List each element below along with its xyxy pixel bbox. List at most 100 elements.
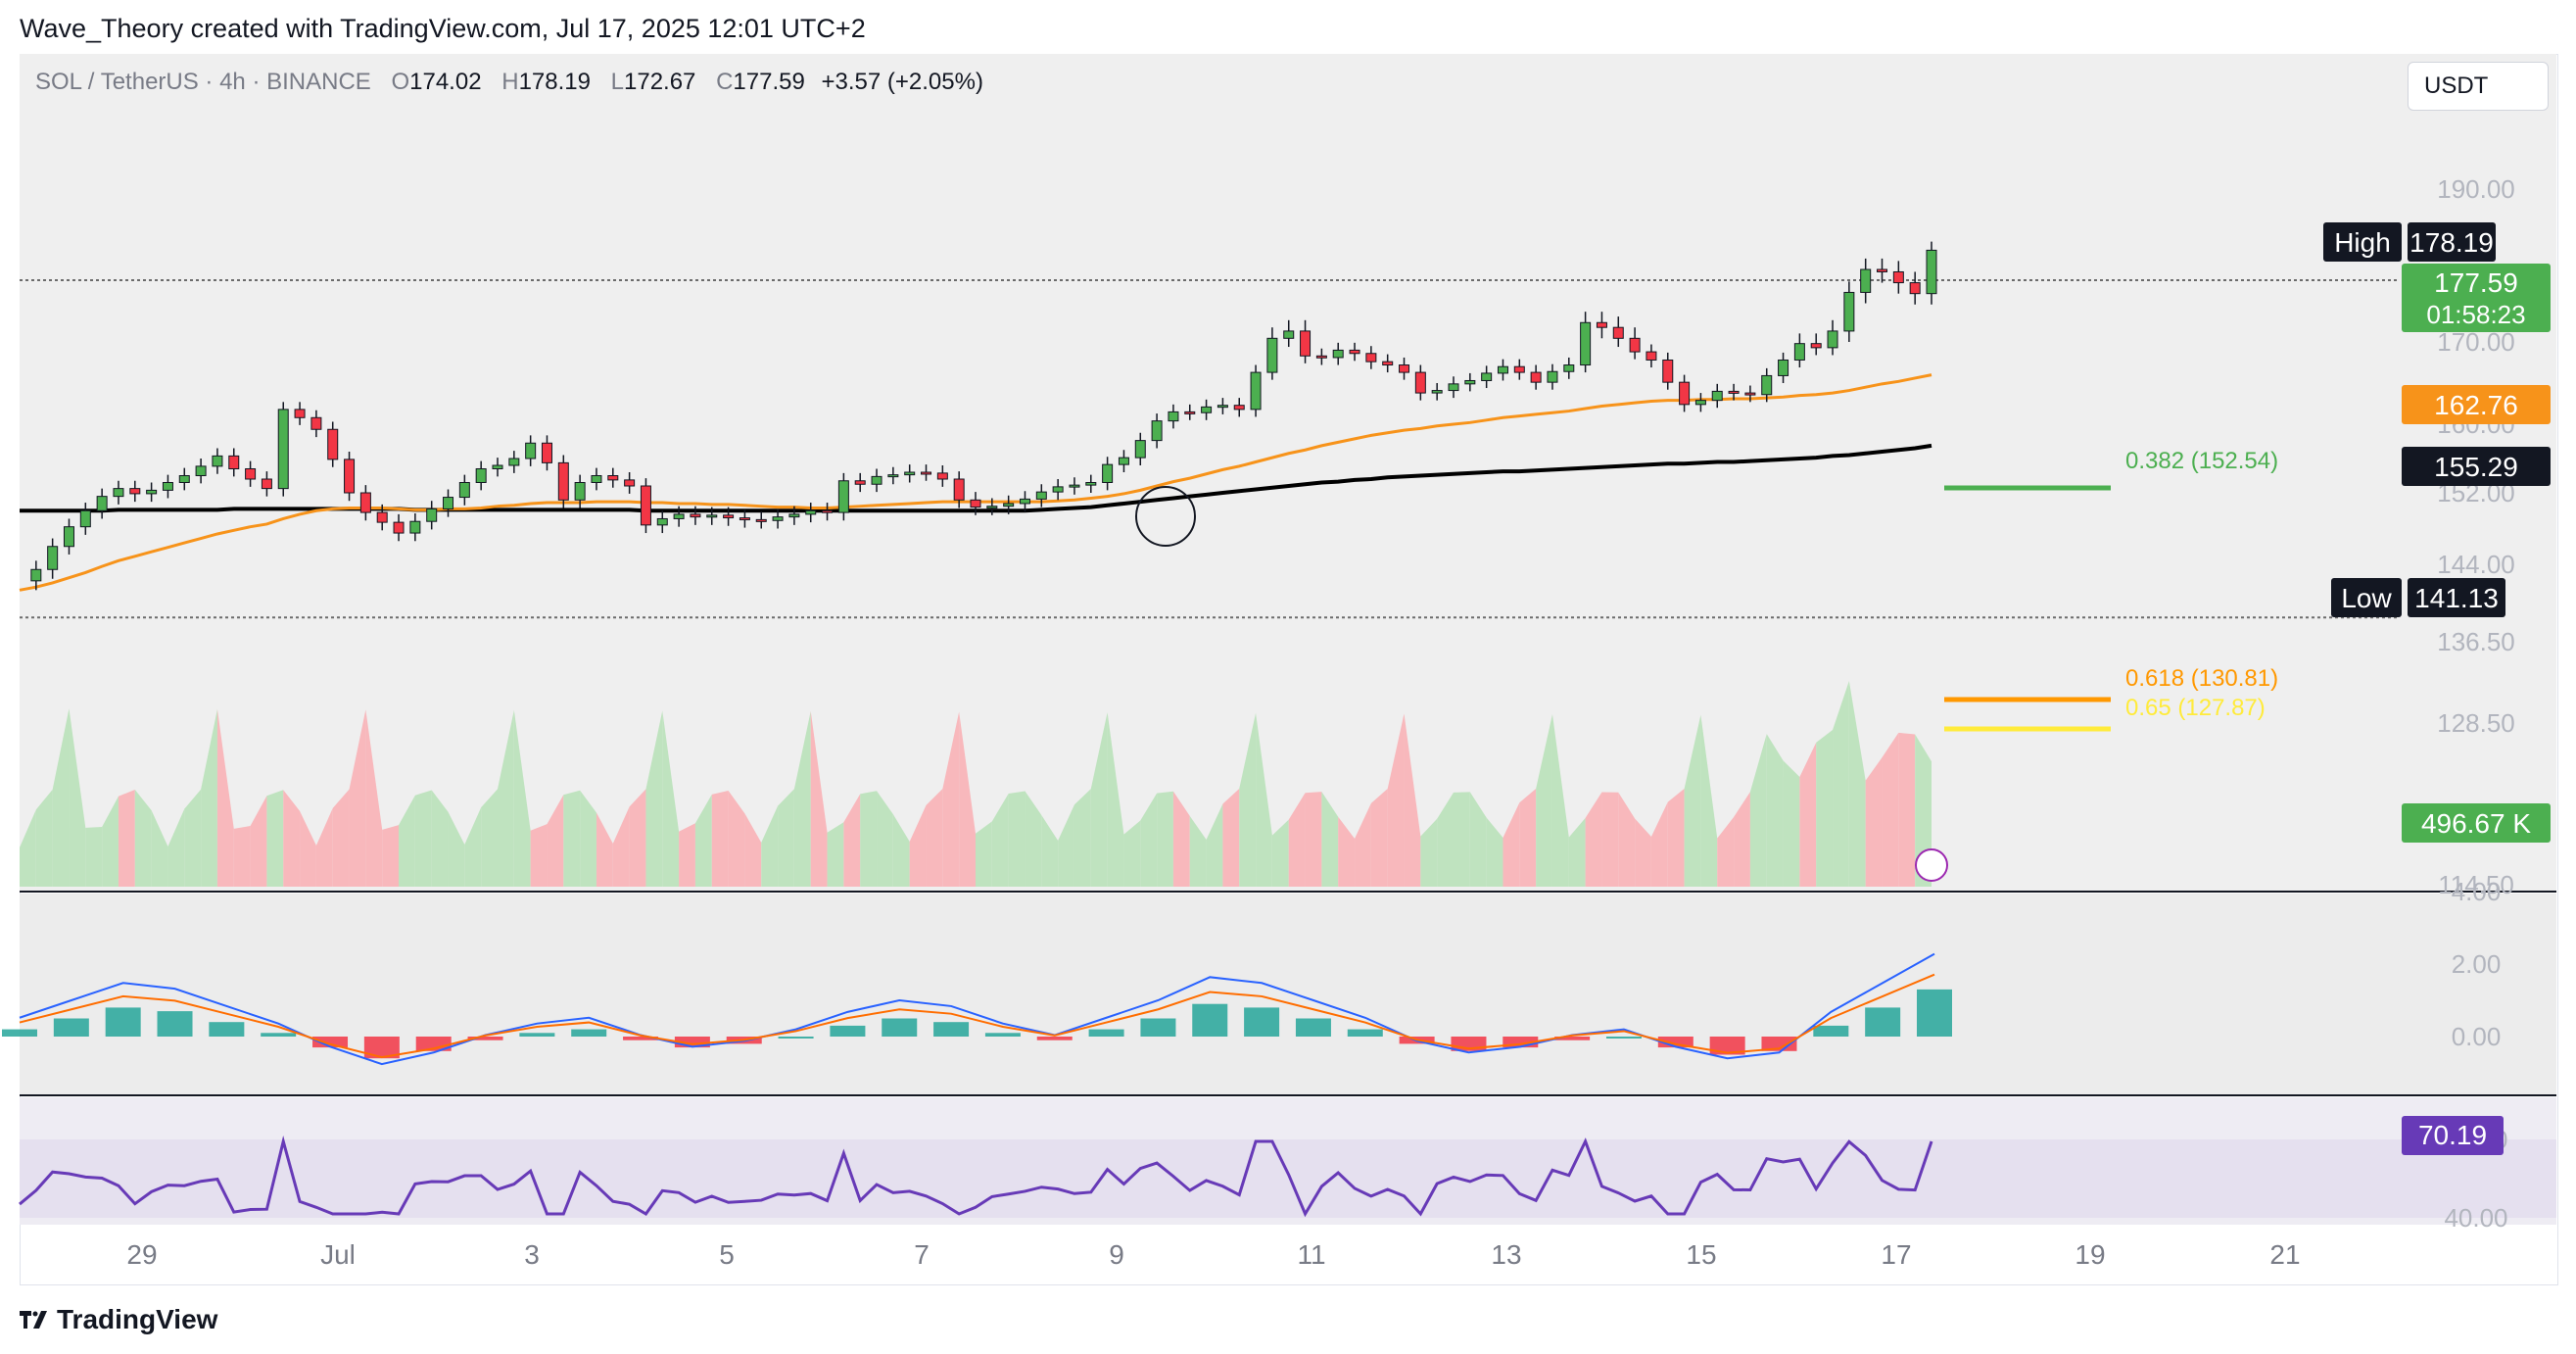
candle-body[interactable] — [541, 442, 552, 463]
candle-body[interactable] — [887, 474, 899, 478]
candle-body[interactable] — [1827, 330, 1838, 349]
footer-brand[interactable]: TradingView — [20, 1303, 217, 1336]
candle-body[interactable] — [1250, 371, 1262, 411]
candle-body[interactable] — [1134, 440, 1146, 459]
candle-body[interactable] — [837, 480, 849, 513]
candle-body[interactable] — [1266, 337, 1278, 373]
candle-body[interactable] — [1464, 379, 1476, 385]
candle-body[interactable] — [1926, 249, 1937, 295]
candle-body[interactable] — [1563, 364, 1575, 372]
annotation-circle[interactable] — [1135, 486, 1196, 547]
candle-body[interactable] — [936, 472, 948, 480]
candle-body[interactable] — [376, 511, 388, 523]
candle-body[interactable] — [443, 497, 454, 509]
candle-body[interactable] — [557, 461, 569, 501]
candle-body[interactable] — [1694, 400, 1706, 406]
candle-body[interactable] — [1860, 268, 1872, 293]
candle-body[interactable] — [1168, 411, 1179, 422]
candle-body[interactable] — [1035, 491, 1047, 500]
candle-body[interactable] — [921, 471, 932, 475]
candle-body[interactable] — [261, 478, 272, 490]
candle-body[interactable] — [1711, 390, 1723, 402]
candle-body[interactable] — [1349, 349, 1360, 355]
symbol-legend[interactable]: SOL / TetherUS · 4h · BINANCE O174.02 H1… — [35, 69, 983, 96]
candle-body[interactable] — [1909, 282, 1921, 295]
candle-body[interactable] — [640, 485, 651, 526]
candle-body[interactable] — [1382, 361, 1394, 366]
candle-body[interactable] — [624, 479, 636, 487]
candle-body[interactable] — [1184, 411, 1196, 414]
candle-body[interactable] — [1201, 406, 1213, 413]
candle-body[interactable] — [607, 475, 619, 481]
candle-body[interactable] — [1612, 326, 1624, 339]
candle-body[interactable] — [1003, 503, 1015, 508]
candle-body[interactable] — [1877, 268, 1888, 272]
candle-body[interactable] — [458, 482, 470, 499]
candle-body[interactable] — [822, 509, 834, 513]
candle-body[interactable] — [788, 513, 800, 518]
candle-body[interactable] — [690, 513, 701, 518]
candle-body[interactable] — [327, 428, 339, 460]
candle-body[interactable] — [1629, 337, 1641, 353]
candle-body[interactable] — [1085, 482, 1097, 486]
candle-body[interactable] — [359, 492, 371, 513]
candle-body[interactable] — [1283, 330, 1295, 339]
candle-body[interactable] — [1843, 291, 1855, 332]
candle-body[interactable] — [344, 459, 356, 494]
candle-body[interactable] — [1233, 405, 1245, 411]
candle-body[interactable] — [1019, 498, 1030, 505]
candle-body[interactable] — [591, 475, 602, 483]
candle-body[interactable] — [1315, 355, 1327, 359]
candle-body[interactable] — [904, 471, 916, 476]
candle-body[interactable] — [492, 464, 503, 469]
candle-body[interactable] — [1497, 365, 1508, 374]
candle-body[interactable] — [755, 518, 767, 522]
candle-body[interactable] — [1052, 486, 1064, 493]
candle-body[interactable] — [1481, 372, 1493, 381]
candle-body[interactable] — [953, 478, 965, 501]
candle-body[interactable] — [1679, 381, 1691, 406]
candle-body[interactable] — [113, 488, 124, 498]
candle-body[interactable] — [525, 442, 537, 459]
candle-body[interactable] — [508, 458, 520, 466]
candle-body[interactable] — [1118, 457, 1129, 465]
candle-body[interactable] — [1580, 321, 1592, 366]
candle-body[interactable] — [146, 489, 158, 495]
candle-body[interactable] — [212, 455, 223, 467]
candle-body[interactable] — [739, 517, 750, 521]
candle-body[interactable] — [772, 516, 784, 521]
candle-body[interactable] — [1662, 359, 1674, 383]
symbol-name[interactable]: SOL / TetherUS · 4h · BINANCE — [35, 69, 371, 95]
candle-body[interactable] — [1151, 420, 1163, 442]
candle-body[interactable] — [1216, 405, 1228, 409]
candle-body[interactable] — [409, 520, 421, 534]
candle-body[interactable] — [1778, 359, 1789, 376]
candle-body[interactable] — [1547, 370, 1558, 383]
candle-body[interactable] — [1300, 330, 1312, 357]
candle-body[interactable] — [986, 506, 998, 509]
candle-body[interactable] — [96, 496, 108, 511]
candle-body[interactable] — [1793, 343, 1805, 361]
candle-body[interactable] — [47, 546, 59, 570]
candle-body[interactable] — [805, 509, 817, 515]
candle-body[interactable] — [1365, 353, 1377, 363]
candle-body[interactable] — [1102, 463, 1114, 483]
candle-body[interactable] — [1332, 349, 1344, 359]
candle-body[interactable] — [393, 521, 405, 534]
candle-body[interactable] — [228, 455, 240, 469]
candle-body[interactable] — [63, 526, 74, 548]
candle-body[interactable] — [1513, 365, 1525, 373]
candle-body[interactable] — [970, 499, 981, 508]
candle-body[interactable] — [723, 514, 735, 519]
candle-body[interactable] — [30, 568, 42, 582]
candle-body[interactable] — [1728, 390, 1740, 394]
candle-body[interactable] — [1810, 343, 1822, 349]
currency-button[interactable]: USDT — [2408, 62, 2549, 111]
candle-body[interactable] — [277, 409, 289, 490]
candle-body[interactable] — [706, 514, 718, 518]
candle-body[interactable] — [245, 468, 257, 480]
candle-body[interactable] — [1646, 351, 1657, 361]
candle-body[interactable] — [1761, 374, 1773, 396]
candle-body[interactable] — [426, 508, 438, 522]
